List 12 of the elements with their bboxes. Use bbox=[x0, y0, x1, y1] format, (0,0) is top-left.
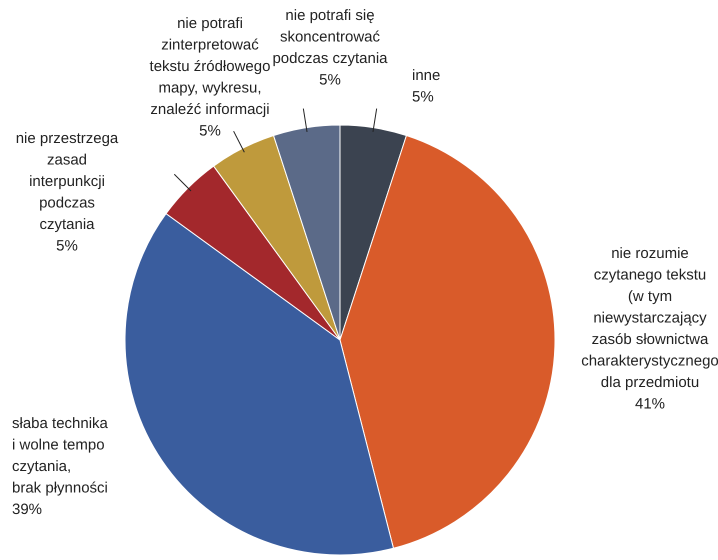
slice-label: nie potrafi zinterpretować tekstu źródłowego mapy, wykresu, znaleźć informacji bbox=[150, 15, 270, 118]
slice-label: słaba technika i wolne tempo czytania, brak płynności bbox=[12, 415, 109, 496]
data-label: 39% bbox=[12, 501, 42, 518]
slice-label: nie rozumie czytanego tekstu (w tym niewystarczający zasób słownictwa charakterystycznego dla przedmiotu bbox=[581, 245, 718, 391]
data-label: 5% bbox=[319, 72, 341, 88]
slice-label: nie przestrzega zasad interpunkcji podczas czytania bbox=[16, 130, 119, 233]
data-label: 5% bbox=[56, 238, 78, 254]
data-label: 5% bbox=[412, 88, 434, 106]
data-label: 41% bbox=[634, 396, 666, 412]
slice-label: nie potrafi się skoncentrować podczas czytania bbox=[272, 7, 388, 67]
slice-label: inne bbox=[412, 67, 440, 84]
data-label: 5% bbox=[199, 122, 221, 140]
